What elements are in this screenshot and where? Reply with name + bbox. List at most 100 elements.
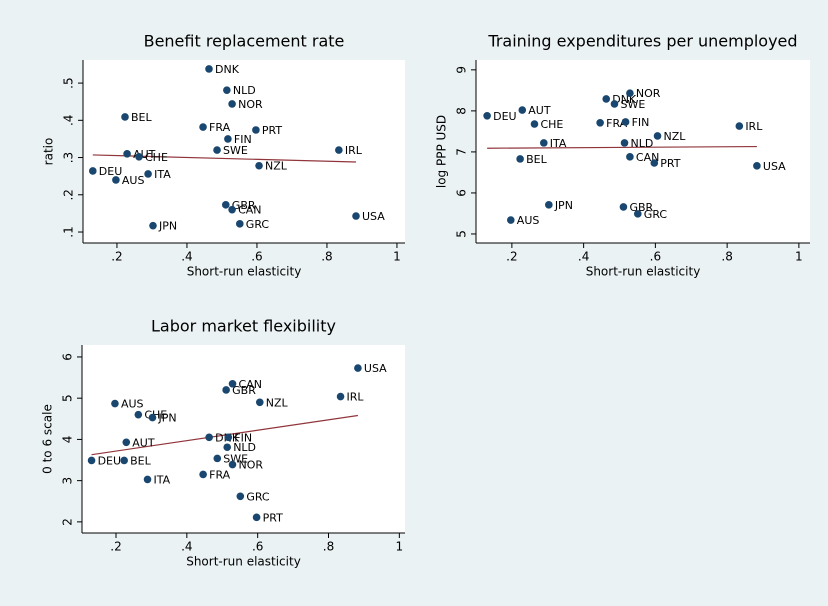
point [144, 170, 152, 178]
plot-area [83, 60, 405, 243]
point-label: BEL [526, 153, 547, 166]
point [205, 433, 213, 442]
point-label: SWE [223, 452, 248, 465]
point [87, 456, 96, 465]
x-tick-label: .6 [252, 540, 263, 554]
fit-line [91, 414, 358, 456]
y-tick-label: 4 [61, 436, 75, 444]
point-label: NOR [636, 87, 661, 100]
point-label: CHE [540, 118, 563, 131]
point [610, 100, 619, 108]
x-tick-label: .8 [321, 250, 332, 264]
point [222, 386, 230, 394]
point [530, 120, 539, 128]
point-label: FIN [632, 116, 650, 129]
point-label: IRL [345, 144, 363, 157]
y-tick-label: 9 [455, 66, 469, 74]
point [89, 167, 97, 175]
point [205, 65, 213, 73]
x-tick-label: 1 [396, 540, 404, 554]
point [602, 95, 611, 103]
point [735, 122, 744, 130]
x-tick-label: .4 [181, 540, 192, 554]
chart-title: Training expenditures per unemployed [487, 32, 797, 51]
point [252, 126, 260, 134]
point-label: IRL [347, 391, 365, 404]
point [148, 413, 157, 422]
x-tick-label: .6 [650, 250, 661, 264]
point-label: AUS [517, 214, 540, 227]
chart-title: Benefit replacement rate [144, 32, 345, 51]
point [223, 86, 231, 94]
point [653, 132, 662, 140]
x-tick-label: 1 [795, 250, 803, 264]
x-tick-label: .4 [181, 250, 192, 264]
point [252, 513, 261, 522]
point [228, 100, 236, 108]
point [123, 150, 131, 158]
point [222, 201, 230, 209]
point-label: JPN [554, 199, 573, 212]
x-tick-label: .4 [578, 250, 589, 264]
point-label: USA [362, 210, 385, 223]
point-label: ITA [154, 168, 171, 181]
point-label: CAN [238, 204, 261, 217]
y-axis-title: ratio [42, 138, 56, 166]
point [134, 410, 143, 419]
point-label: ITA [550, 137, 567, 150]
point-label: NOR [238, 98, 263, 111]
point [626, 89, 634, 98]
point-label: DEU [98, 454, 121, 467]
point-label: NZL [266, 396, 289, 409]
point [135, 153, 143, 161]
point-label: FRA [209, 121, 231, 134]
point-label: FIN [234, 133, 252, 146]
y-tick-label: .4 [62, 115, 76, 126]
y-tick-label: .2 [62, 189, 76, 200]
fit-line [487, 145, 757, 149]
point [236, 220, 244, 228]
x-tick-label: .2 [110, 540, 121, 554]
point [506, 216, 515, 224]
point [540, 139, 548, 147]
point-label: BEL [131, 111, 152, 124]
point [352, 212, 360, 220]
point [223, 443, 232, 452]
point-label: SWE [223, 144, 248, 157]
point [111, 399, 119, 408]
point [516, 155, 524, 163]
y-tick-label: 3 [61, 477, 75, 485]
point [621, 118, 630, 126]
point [228, 460, 237, 469]
x-axis-title: Short-run elasticity [186, 555, 301, 569]
point [650, 159, 659, 167]
point-label: DEU [493, 110, 516, 123]
x-axis-title: Short-run elasticity [586, 265, 701, 279]
point-label: NZL [664, 130, 687, 143]
y-tick-label: .1 [62, 226, 76, 237]
point-label: JPN [158, 220, 177, 233]
x-axis-title: Short-run elasticity [187, 265, 302, 279]
point-label: FIN [234, 431, 252, 444]
point [335, 146, 343, 154]
point-label: JPN [157, 412, 176, 425]
point-label: CAN [239, 378, 262, 391]
point [213, 454, 222, 463]
point [199, 123, 207, 131]
point [122, 438, 131, 447]
y-tick-label: 6 [61, 353, 75, 361]
point-label: SWE [620, 98, 645, 111]
point-label: NZL [265, 160, 288, 173]
point [224, 433, 233, 442]
point [545, 201, 553, 209]
point [626, 153, 634, 161]
point-label: GRC [246, 218, 270, 231]
x-tick-label: .2 [111, 250, 122, 264]
point-label: FRA [209, 468, 231, 481]
point [354, 364, 362, 372]
chart-title: Labor market flexibility [151, 317, 336, 336]
plot-area [82, 345, 405, 533]
point [518, 106, 527, 114]
point-label: DNK [215, 63, 240, 76]
point [228, 379, 237, 388]
